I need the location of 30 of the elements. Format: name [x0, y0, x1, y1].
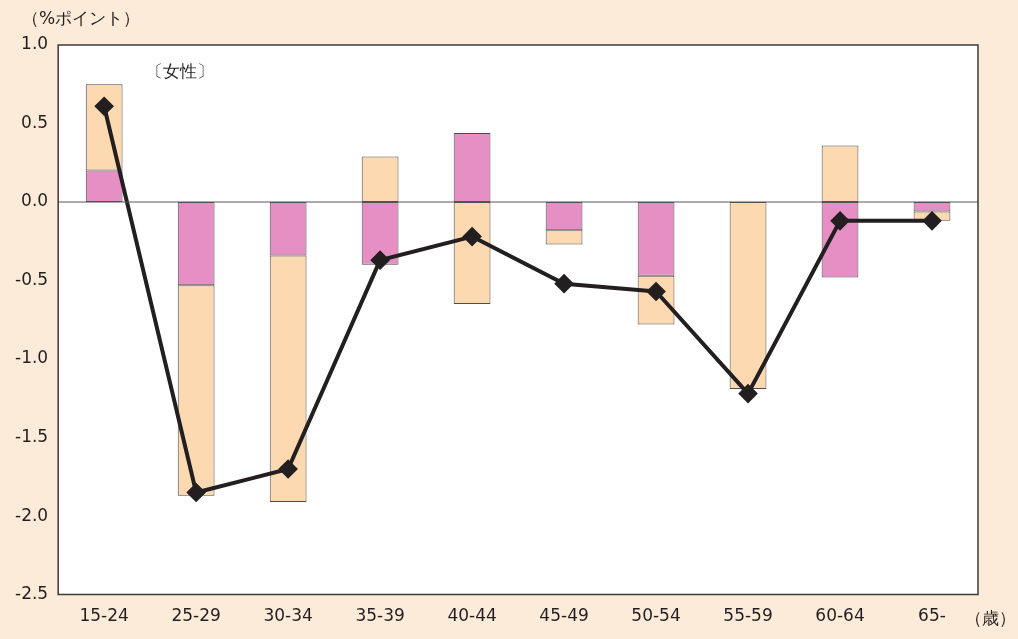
point: [279, 459, 298, 478]
point: [831, 211, 850, 230]
point: [187, 483, 206, 502]
x-tick-label: 35-39: [355, 605, 405, 626]
y-tick-label: -0.5: [15, 268, 49, 289]
y-tick-label: -2.0: [15, 504, 49, 525]
y-tick-label: -2.5: [15, 583, 49, 604]
y-tick-label: -1.5: [15, 425, 49, 446]
y-tick-label: -1.0: [15, 347, 49, 368]
x-tick-label: 60-64: [815, 605, 865, 626]
x-tick-label: 45-49: [539, 605, 589, 626]
x-tick-label: 25-29: [171, 605, 221, 626]
x-tick-label: 65-: [918, 605, 946, 626]
point: [95, 97, 114, 116]
point: [739, 384, 758, 403]
y-axis-title: （%ポイント）: [22, 8, 141, 29]
point: [371, 251, 390, 270]
point: [555, 274, 574, 293]
y-tick-label: 0.5: [21, 111, 49, 132]
annotation: 〔女性〕: [146, 61, 215, 82]
x-tick-label: 50-54: [631, 605, 681, 626]
point: [463, 227, 482, 246]
x-tick-label: 40-44: [447, 605, 497, 626]
x-tick-label: 15-24: [79, 605, 129, 626]
y-tick-label: 0.0: [21, 190, 49, 211]
y-tick-label: 1.0: [21, 33, 49, 54]
x-axis-title: （歳）: [965, 608, 1016, 629]
x-tick-label: 55-59: [723, 605, 773, 626]
point: [923, 211, 942, 230]
x-tick-label: 30-34: [263, 605, 313, 626]
